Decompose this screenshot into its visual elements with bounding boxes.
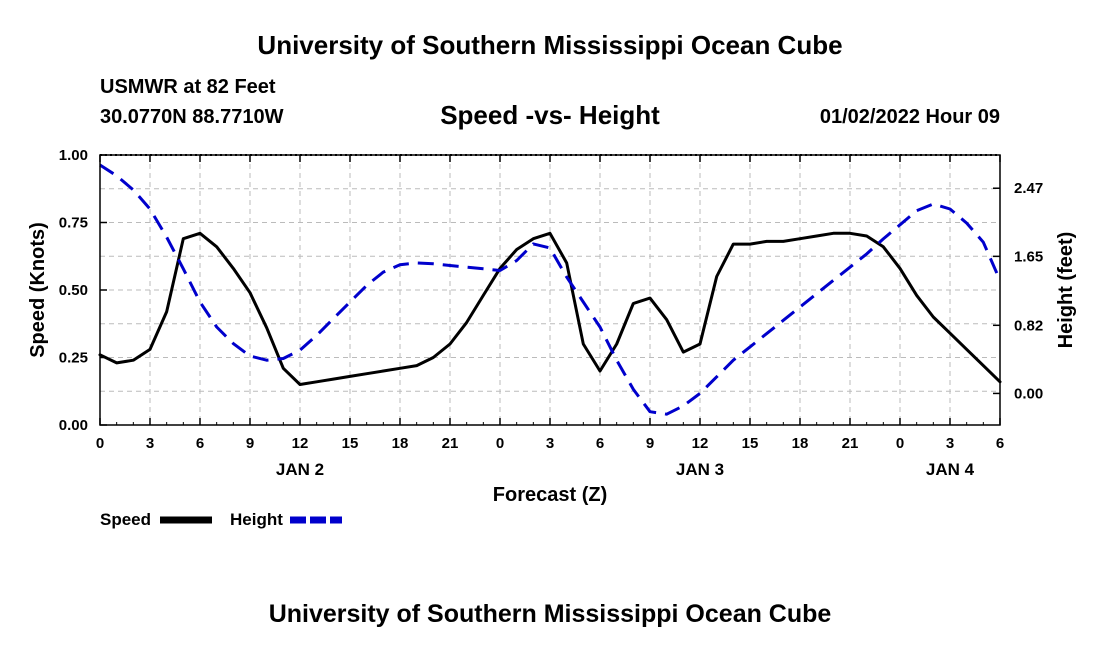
x-tick-label: 6 xyxy=(996,435,1004,452)
coordinates-label: 30.0770N 88.7710W xyxy=(100,106,284,128)
y-tick-label: 1.00 xyxy=(59,147,88,164)
x-tick-label: 6 xyxy=(596,435,604,452)
y-tick-label: 0.50 xyxy=(59,282,88,299)
y2-tick-label: 0.00 xyxy=(1014,385,1043,402)
speed-series-line xyxy=(98,231,1002,386)
y-tick-label: 0.75 xyxy=(59,215,88,232)
page-title-bottom: University of Southern Mississippi Ocean… xyxy=(268,600,832,628)
station-label: USMWR at 82 Feet xyxy=(100,76,276,98)
legend-label-speed: Speed xyxy=(100,510,151,529)
x-tick-label: 12 xyxy=(292,435,309,452)
x-tick-label: 9 xyxy=(646,435,654,452)
y-tick-label: 0.25 xyxy=(59,350,88,367)
x-tick-label: 3 xyxy=(546,435,554,452)
x-tick-label: 18 xyxy=(392,435,409,452)
x-tick-label: 15 xyxy=(742,435,759,452)
x-tick-label: 6 xyxy=(196,435,204,452)
x-axis-label: Forecast (Z) xyxy=(493,484,607,506)
page-title-top: University of Southern Mississippi Ocean… xyxy=(257,30,843,60)
x-tick-label: 21 xyxy=(842,435,859,452)
x-tick-label: 3 xyxy=(946,435,954,452)
x-tick-label: 0 xyxy=(96,435,104,452)
x-tick-label: 21 xyxy=(442,435,459,452)
y2-axis-label: Height (feet) xyxy=(1055,232,1077,349)
x-tick-label: 0 xyxy=(496,435,504,452)
y-tick-label: 0.00 xyxy=(59,417,88,434)
y2-tick-label: 0.82 xyxy=(1014,317,1043,334)
x-tick-label: 0 xyxy=(896,435,904,452)
date-label: JAN 3 xyxy=(676,460,724,479)
x-tick-label: 15 xyxy=(342,435,359,452)
x-tick-label: 3 xyxy=(146,435,154,452)
y-axis-label: Speed (Knots) xyxy=(27,222,49,358)
chart-title: Speed -vs- Height xyxy=(440,100,660,130)
x-tick-label: 18 xyxy=(792,435,809,452)
height-series-line xyxy=(99,163,1002,416)
date-label: JAN 2 xyxy=(276,460,324,479)
legend-label-height: Height xyxy=(230,510,283,529)
y2-tick-label: 2.47 xyxy=(1014,180,1043,197)
x-tick-label: 9 xyxy=(246,435,254,452)
date-label: JAN 4 xyxy=(926,460,975,479)
x-tick-label: 12 xyxy=(692,435,709,452)
y2-tick-label: 1.65 xyxy=(1014,248,1043,265)
datetime-label: 01/02/2022 Hour 09 xyxy=(819,106,1000,128)
